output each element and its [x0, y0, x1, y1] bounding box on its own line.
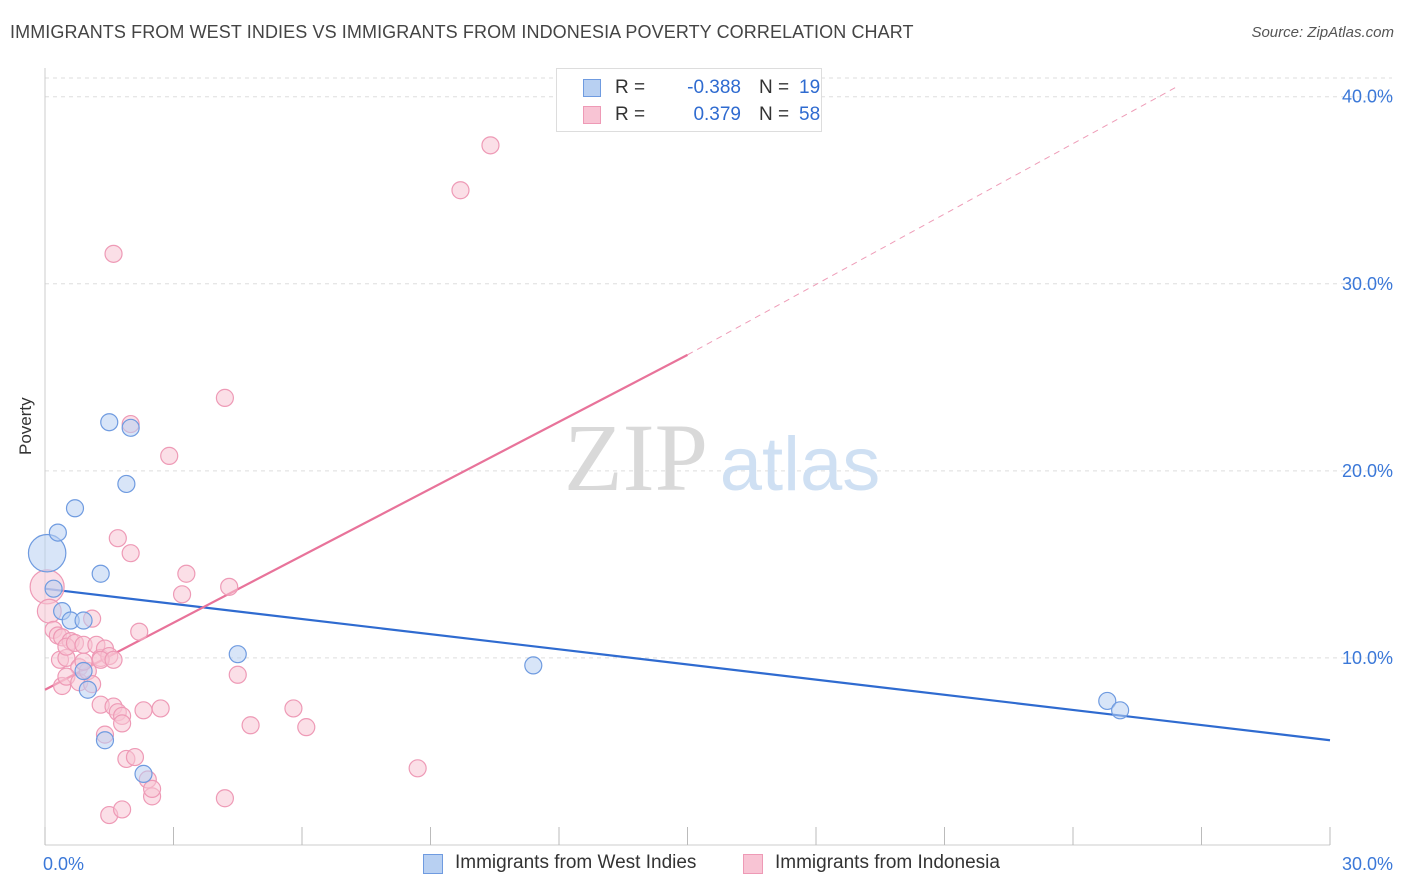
- blue-data-point: [121, 418, 140, 437]
- blue-data-point: [1098, 691, 1117, 711]
- pink-data-point: [408, 759, 427, 778]
- blue-data-point: [95, 731, 115, 750]
- y-tick-label: 20.0%: [1342, 461, 1393, 481]
- blue-data-point: [44, 579, 63, 598]
- x-tick-label: 30.0%: [1342, 854, 1393, 874]
- pink-data-point: [220, 577, 239, 596]
- legend-n-label: N =: [759, 77, 790, 98]
- blue-data-point: [74, 661, 93, 681]
- tick-labels: 10.0% 20.0% 30.0% 40.0% 0.0% 30.0%: [43, 87, 1393, 874]
- pink-data-point: [104, 650, 123, 669]
- blue-data-point: [100, 413, 119, 432]
- axes: [44, 68, 1331, 846]
- pink-data-point: [297, 718, 316, 737]
- pink-data-point: [284, 699, 303, 718]
- pink-data-point: [112, 800, 132, 819]
- watermark-atlas: atlas: [720, 422, 881, 507]
- watermark-zip: ZIP: [564, 404, 708, 511]
- legend-n-value: 19: [799, 77, 821, 98]
- pink-data-point: [172, 585, 192, 604]
- pink-trend-line: [44, 353, 689, 691]
- pink-data-point: [481, 136, 500, 155]
- pink-data-point: [215, 789, 234, 808]
- pink-data-point: [125, 747, 145, 767]
- pink-data-point: [160, 446, 179, 465]
- blue-data-point: [27, 533, 67, 573]
- pink-data-point: [108, 529, 127, 548]
- blue-data-point: [134, 764, 153, 784]
- blue-data-point: [1111, 701, 1130, 720]
- legend-n-value: 58: [799, 104, 821, 125]
- pink-data-point: [142, 779, 162, 798]
- legend-r-value: -0.388: [687, 77, 741, 98]
- blue-data-point: [91, 564, 110, 583]
- bottom-legend-swatch-west-indies: [423, 854, 443, 874]
- pink-data-point: [134, 701, 153, 720]
- y-tick-label: 30.0%: [1342, 274, 1393, 294]
- blue-data-point: [78, 680, 97, 699]
- pink-data-point: [112, 714, 132, 733]
- stats-legend: R = -0.388 N = 19 R = 0.379 N = 58: [556, 68, 822, 132]
- watermark: ZIP atlas: [564, 404, 880, 511]
- pink-data-point: [228, 665, 247, 684]
- pink-trend-extension: [687, 86, 1177, 356]
- pink-data-point: [151, 699, 170, 718]
- bottom-legend-label-west-indies: Immigrants from West Indies: [455, 852, 697, 873]
- legend-r-label: R =: [615, 77, 646, 98]
- grid: [45, 77, 1392, 659]
- legend-swatch-west-indies: [583, 79, 601, 97]
- bottom-legend-swatch-indonesia: [743, 854, 763, 874]
- pink-data-point: [241, 716, 260, 735]
- blue-data-point: [74, 611, 93, 630]
- blue-data-point: [228, 645, 247, 664]
- blue-data-point: [117, 474, 136, 494]
- legend-swatch-indonesia: [583, 106, 601, 124]
- blue-trend-line: [44, 587, 1331, 742]
- data-points: [27, 136, 1130, 825]
- legend-n-label: N =: [759, 104, 790, 125]
- pink-data-point: [121, 544, 140, 563]
- blue-data-point: [524, 656, 543, 675]
- y-tick-label: 10.0%: [1342, 648, 1393, 668]
- legend-r-label: R =: [615, 104, 646, 125]
- pink-data-point: [177, 564, 196, 583]
- source-label: Source: ZipAtlas.com: [1251, 24, 1394, 41]
- blue-data-point: [65, 499, 85, 518]
- pink-data-point: [451, 181, 470, 200]
- y-axis-label: Poverty: [16, 397, 35, 455]
- pink-data-point: [130, 622, 149, 641]
- pink-data-point: [215, 388, 234, 407]
- legend-r-value: 0.379: [693, 104, 741, 125]
- x-tick-label: 0.0%: [43, 854, 84, 874]
- bottom-legend-label-indonesia: Immigrants from Indonesia: [775, 852, 1000, 873]
- pink-data-point: [104, 244, 123, 263]
- y-tick-label: 40.0%: [1342, 87, 1393, 107]
- blue-data-point: [48, 523, 67, 542]
- chart-title: IMMIGRANTS FROM WEST INDIES VS IMMIGRANT…: [10, 22, 914, 42]
